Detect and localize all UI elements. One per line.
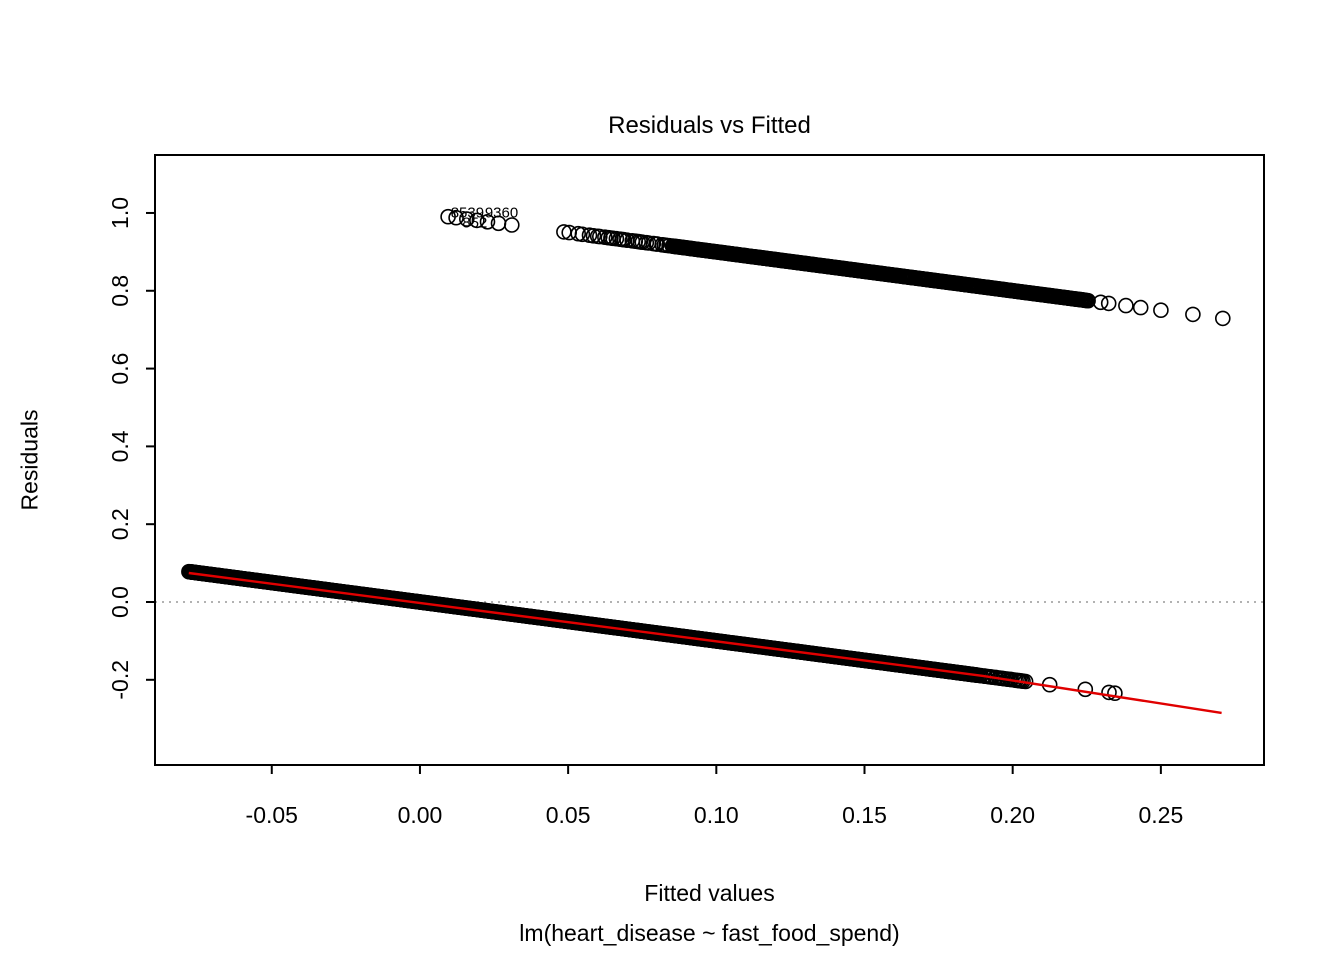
y-tick-label: 0.2 (107, 508, 133, 540)
x-tick-label: 0.05 (546, 802, 591, 828)
plot-box (154, 154, 1265, 766)
data-point (448, 209, 464, 226)
data-point (1153, 302, 1169, 319)
model-formula-label: lm(heart_disease ~ fast_food_spend) (519, 920, 900, 946)
data-point (503, 217, 520, 233)
data-point (1101, 684, 1117, 701)
data-point (1080, 292, 1096, 309)
y-tick-label: 0.6 (107, 353, 133, 385)
x-tick-label: 0.00 (398, 802, 443, 828)
data-point (1092, 294, 1109, 311)
data-point (1107, 685, 1123, 702)
x-tick-label: 0.10 (694, 802, 739, 828)
point-label: 8539 (451, 205, 484, 222)
x-tick-label: 0.20 (990, 802, 1035, 828)
x-tick-label: -0.05 (246, 802, 298, 828)
data-point (574, 226, 591, 243)
data-point (1118, 297, 1134, 314)
plot-title: Residuals vs Fitted (608, 112, 811, 139)
data-point (1185, 306, 1201, 323)
data-point (649, 236, 666, 252)
x-axis-label: Fitted values (644, 880, 775, 906)
data-point (1077, 681, 1094, 698)
y-tick-label: -0.2 (107, 660, 133, 700)
data-point (1132, 299, 1149, 316)
data-point (1215, 310, 1231, 327)
smoother-line (188, 571, 1222, 715)
y-tick-label: 0.8 (107, 275, 133, 307)
y-tick-label: 0.0 (107, 586, 133, 618)
x-tick-label: 0.15 (842, 802, 887, 828)
point-label: 9360 (485, 205, 518, 222)
data-point (1100, 295, 1117, 312)
y-tick-label: 1.0 (107, 197, 133, 229)
data-point (440, 208, 456, 225)
y-tick-label: 0.4 (107, 430, 133, 462)
data-point (479, 214, 496, 230)
x-tick-label: 0.25 (1138, 802, 1183, 828)
data-point (458, 211, 475, 227)
data-point (469, 212, 485, 229)
point-label: 852 (462, 215, 487, 232)
